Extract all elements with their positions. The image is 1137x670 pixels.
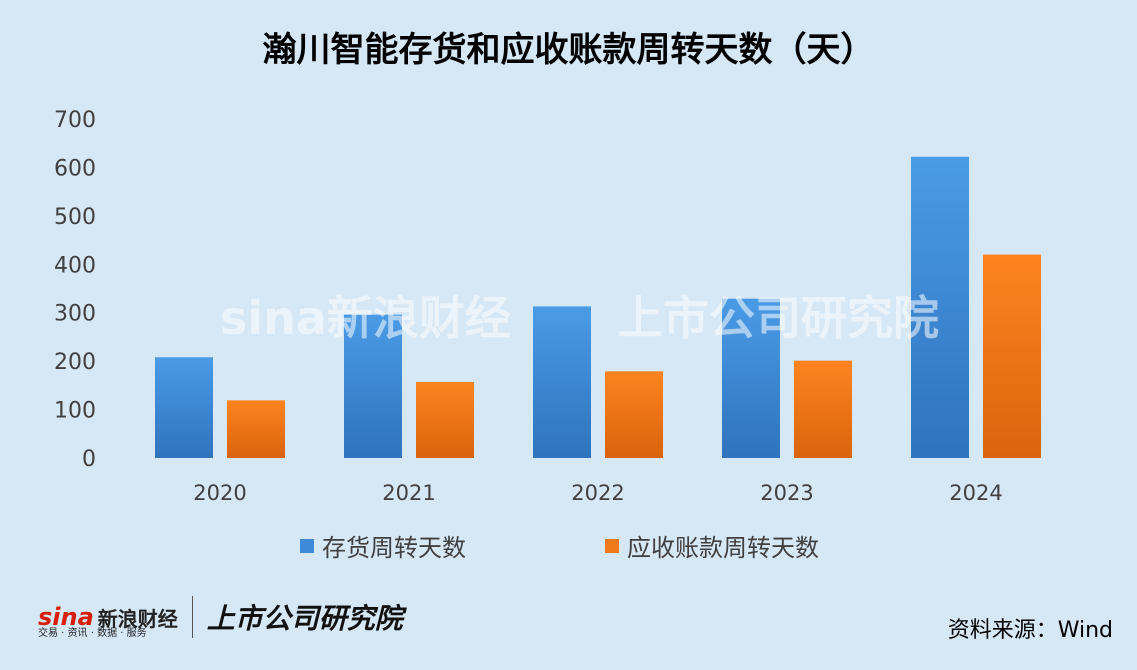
- y-tick-label: 200: [54, 350, 96, 375]
- x-category-label: 2022: [571, 481, 624, 505]
- y-tick-label: 400: [54, 253, 96, 278]
- legend-label-receivables: 应收账款周转天数: [627, 534, 819, 562]
- y-tick-label: 700: [54, 108, 96, 133]
- y-tick-label: 300: [54, 302, 96, 327]
- bar-inventory-days: [911, 156, 969, 458]
- x-axis: 2020 2021 2022 2023 2024: [193, 481, 1002, 505]
- bar-receivables-days: [794, 360, 852, 458]
- bar-receivables-days: [227, 400, 285, 458]
- sina-logo: sina: [38, 603, 94, 631]
- bar-inventory-days: [155, 357, 213, 458]
- bars: [155, 156, 1041, 458]
- bar-receivables-days: [416, 381, 474, 458]
- y-tick-label: 100: [54, 399, 96, 424]
- data-source: 资料来源：Wind: [947, 618, 1113, 643]
- x-category-label: 2024: [949, 481, 1002, 505]
- x-category-label: 2023: [760, 481, 813, 505]
- bar-inventory-days: [344, 314, 402, 458]
- legend-item-receivables: 应收账款周转天数: [605, 528, 819, 563]
- y-tick-label: 500: [54, 205, 96, 230]
- bar-receivables-days: [983, 254, 1041, 458]
- logo-divider: [191, 596, 193, 638]
- sina-finance-logo-text: 新浪财经: [97, 606, 178, 631]
- legend: 存货周转天数 应收账款周转天数: [0, 528, 1137, 563]
- y-axis: 0 100 200 300 400 500 600 700: [54, 108, 96, 472]
- footer-logos: sina 新浪财经 上市公司研究院: [38, 592, 403, 642]
- y-tick-label: 0: [82, 447, 96, 472]
- legend-label-inventory: 存货周转天数: [322, 534, 466, 562]
- legend-item-inventory: 存货周转天数: [300, 528, 466, 563]
- sina-logo-tagline: 交易 · 资讯 · 数据 · 服务: [38, 628, 147, 639]
- bar-inventory-days: [533, 306, 591, 458]
- legend-swatch-receivables: [605, 538, 619, 553]
- x-category-label: 2020: [193, 481, 246, 505]
- legend-swatch-inventory: [300, 538, 314, 553]
- y-tick-label: 600: [54, 156, 96, 181]
- bar-inventory-days: [722, 298, 780, 458]
- bar-receivables-days: [605, 371, 663, 458]
- research-institute-logo: 上市公司研究院: [206, 602, 403, 635]
- x-category-label: 2021: [382, 481, 435, 505]
- chart-title: 瀚川智能存货和应收账款周转天数（天）: [262, 30, 875, 70]
